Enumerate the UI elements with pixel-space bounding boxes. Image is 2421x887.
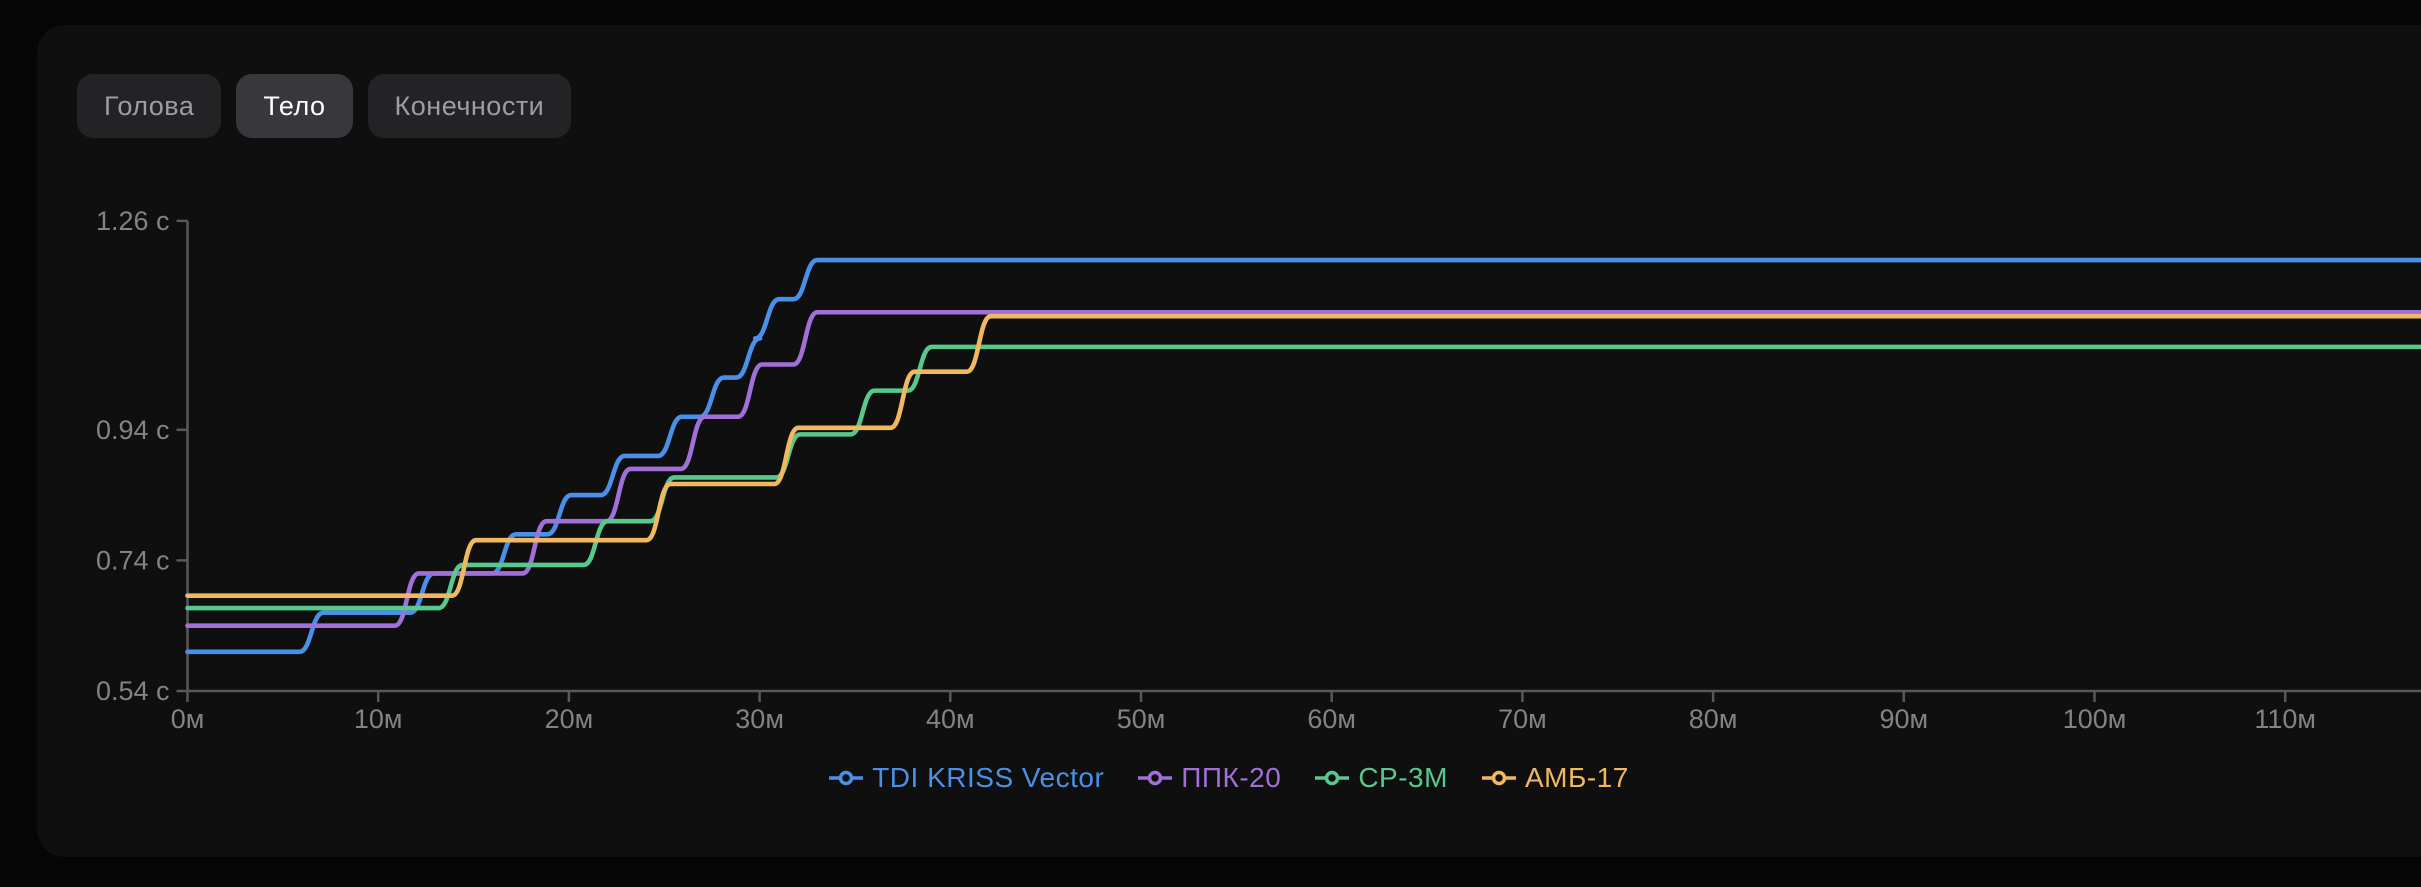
x-tick-label: 70м xyxy=(1498,704,1547,734)
x-tick-label: 0м xyxy=(171,704,205,734)
x-tick-label: 60м xyxy=(1307,704,1356,734)
y-tick-label: 0.74 с xyxy=(96,545,170,575)
y-tick-label: 0.94 с xyxy=(96,415,170,445)
chart-legend: TDI KRISS Vector ППК-20 СР-3М АМБ-17 xyxy=(37,762,2421,794)
x-tick-label: 50м xyxy=(1117,704,1166,734)
legend-label: ППК-20 xyxy=(1181,762,1282,793)
legend-marker-icon xyxy=(1481,770,1516,786)
x-tick-label: 90м xyxy=(1879,704,1928,734)
legend-marker-icon xyxy=(829,770,864,786)
series-line-TDI KRISS Vector xyxy=(185,257,2421,655)
legend-label: СР-3М xyxy=(1358,762,1448,793)
legend-marker-icon xyxy=(1315,770,1350,786)
legend-label: TDI KRISS Vector xyxy=(872,762,1105,793)
tab-telo[interactable]: Тело xyxy=(236,74,353,138)
x-tick-label: 10м xyxy=(354,704,403,734)
ttk-chart-card: Голова Тело Конечности 1.26 с 0.94 с 0.74 … xyxy=(37,25,2421,857)
legend-item[interactable]: СР-3М xyxy=(1315,762,1448,794)
tab-golova[interactable]: Голова xyxy=(77,74,222,138)
legend-item[interactable]: TDI KRISS Vector xyxy=(829,762,1104,794)
hit-zone-tabs: Голова Тело Конечности xyxy=(77,74,572,138)
legend-marker-icon xyxy=(1138,770,1173,786)
tab-konechnosti[interactable]: Конечности xyxy=(367,74,572,138)
y-tick-label: 0.54 с xyxy=(96,676,170,706)
ttk-step-chart: 1.26 с 0.94 с 0.74 с 0.54 с0м 10м 20м 30м 40м 50… xyxy=(96,206,2421,734)
series-line-ППК-20 xyxy=(185,309,2421,628)
x-tick-label: 30м xyxy=(735,704,784,734)
x-tick-label: 100м xyxy=(2063,704,2127,734)
x-tick-label: 40м xyxy=(926,704,975,734)
series-line-СР-3М xyxy=(185,344,2421,611)
x-tick-label: 80м xyxy=(1689,704,1738,734)
x-tick-label: 20м xyxy=(545,704,594,734)
series-line-АМБ-17 xyxy=(185,313,2421,598)
x-tick-label: 110м xyxy=(2254,704,2316,734)
y-tick-label: 1.26 с xyxy=(96,206,170,236)
legend-item[interactable]: ППК-20 xyxy=(1138,762,1281,794)
legend-item[interactable]: АМБ-17 xyxy=(1481,762,1629,794)
legend-label: АМБ-17 xyxy=(1524,762,1629,793)
